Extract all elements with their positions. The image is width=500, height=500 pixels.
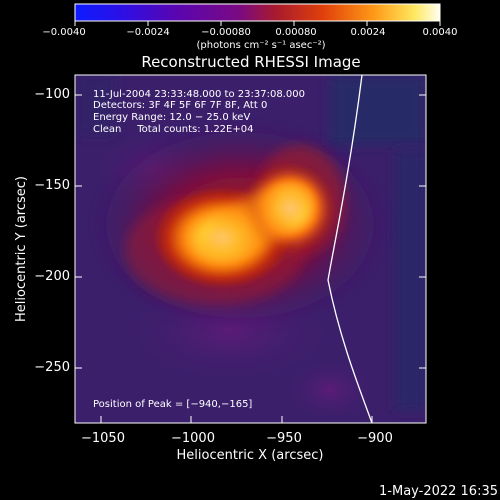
colorbar: −0.0040 −0.0024 −0.00080 0.00080 0.0024 … (42, 3, 458, 51)
colorbar-units: (photons cm⁻² s⁻¹ asec⁻²) (196, 40, 325, 51)
info-detectors: Detectors: 3F 4F 5F 6F 7F 8F, Att 0 (93, 100, 267, 111)
x-tick-label: −900 (357, 431, 393, 446)
y-tick-label: −250 (34, 360, 70, 375)
colorbar-tick-label: 0.0024 (351, 27, 386, 38)
x-tick-label: −1050 (81, 431, 125, 446)
peak-position: Position of Peak = [−940,−165] (93, 399, 252, 410)
faint-emission (280, 355, 380, 423)
y-tick-marks (75, 94, 426, 369)
plot-title: Reconstructed RHESSI Image (141, 53, 360, 71)
info-algorithm-counts: Clean Total counts: 1.22E+04 (93, 124, 253, 135)
colorbar-gradient (74, 3, 441, 22)
y-tick-label: −100 (34, 87, 70, 102)
colorbar-tick-label: −0.00080 (201, 27, 251, 38)
colorbar-tick-label: −0.0040 (42, 27, 85, 38)
x-tick-marks (100, 416, 373, 423)
x-axis-label: Heliocentric X (arcsec) (177, 448, 324, 463)
flare-bridge (200, 185, 310, 259)
dark-region (75, 75, 115, 135)
colorbar-tick-label: −0.0024 (126, 27, 169, 38)
x-tick-label: −1000 (171, 431, 215, 446)
y-tick-label: −200 (34, 269, 70, 284)
plot-timestamp: 1-May-2022 16:35 (379, 484, 498, 499)
solar-limb-line (327, 75, 373, 423)
colorbar-tick-marks (74, 21, 441, 26)
info-energy-range: Energy Range: 12.0 − 25.0 keV (93, 112, 250, 123)
info-time-range: 11-Jul-2004 23:33:48.000 to 23:37:08.000 (93, 89, 305, 100)
y-tick-label: −150 (34, 178, 70, 193)
colorbar-tick-label: 0.00080 (275, 27, 316, 38)
y-axis-label: Heliocentric Y (arcsec) (14, 176, 29, 322)
image-area (75, 75, 426, 423)
x-tick-label: −950 (266, 431, 302, 446)
plot-frame (74, 74, 427, 424)
dark-region (395, 150, 426, 410)
colorbar-tick-label: 0.0040 (423, 27, 458, 38)
dark-region (330, 75, 426, 145)
